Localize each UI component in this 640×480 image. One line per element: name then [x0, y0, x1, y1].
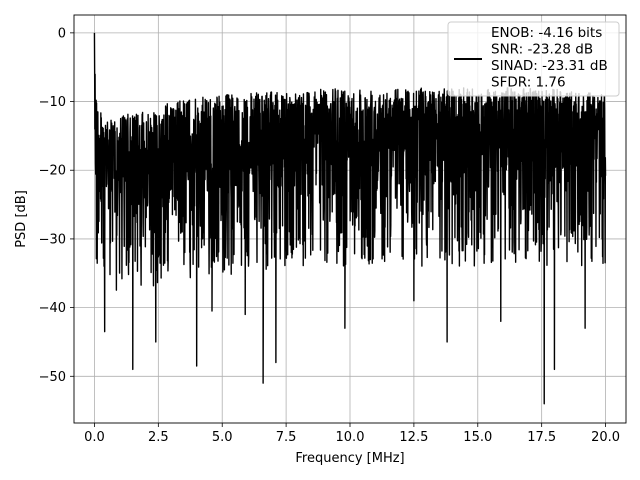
- x-tick-label: 17.5: [527, 430, 556, 445]
- y-tick-label: −10: [39, 95, 66, 110]
- legend-entry-sinad: SINAD: -23.31 dB: [491, 58, 608, 74]
- legend-entry-sfdr: SFDR: 1.76: [491, 75, 566, 91]
- psd-series-line: [93, 32, 607, 405]
- y-axis-label: PSD [dB]: [14, 190, 29, 248]
- x-tick-label: 20.0: [591, 430, 620, 445]
- x-tick-label: 10.0: [336, 430, 365, 445]
- y-tick-label: 0: [58, 26, 66, 41]
- x-tick-label: 7.5: [276, 430, 297, 445]
- y-tick-label: −30: [39, 232, 66, 247]
- y-tick-label: −40: [39, 301, 66, 316]
- x-tick-label: 15.0: [463, 430, 492, 445]
- legend: ENOB: -4.16 bits SNR: -23.28 dB SINAD: -…: [447, 21, 620, 97]
- legend-box: [447, 21, 620, 97]
- x-axis-label: Frequency [MHz]: [295, 451, 404, 466]
- y-tick-label: −20: [39, 164, 66, 179]
- psd-series-group: [93, 32, 607, 405]
- x-tick-label: 0.0: [84, 430, 105, 445]
- axis-ticks: 0.0 2.5 5.0 7.5 10.0 12.5 15.0 17.5 20.0 0 −10 −20 −…: [39, 26, 620, 445]
- legend-entry-enob: ENOB: -4.16 bits: [491, 25, 602, 41]
- x-tick-label: 12.5: [399, 430, 428, 445]
- y-tick-label: −50: [39, 370, 66, 385]
- x-tick-label: 2.5: [148, 430, 169, 445]
- legend-entry-snr: SNR: -23.28 dB: [491, 42, 593, 58]
- x-tick-label: 5.0: [212, 430, 233, 445]
